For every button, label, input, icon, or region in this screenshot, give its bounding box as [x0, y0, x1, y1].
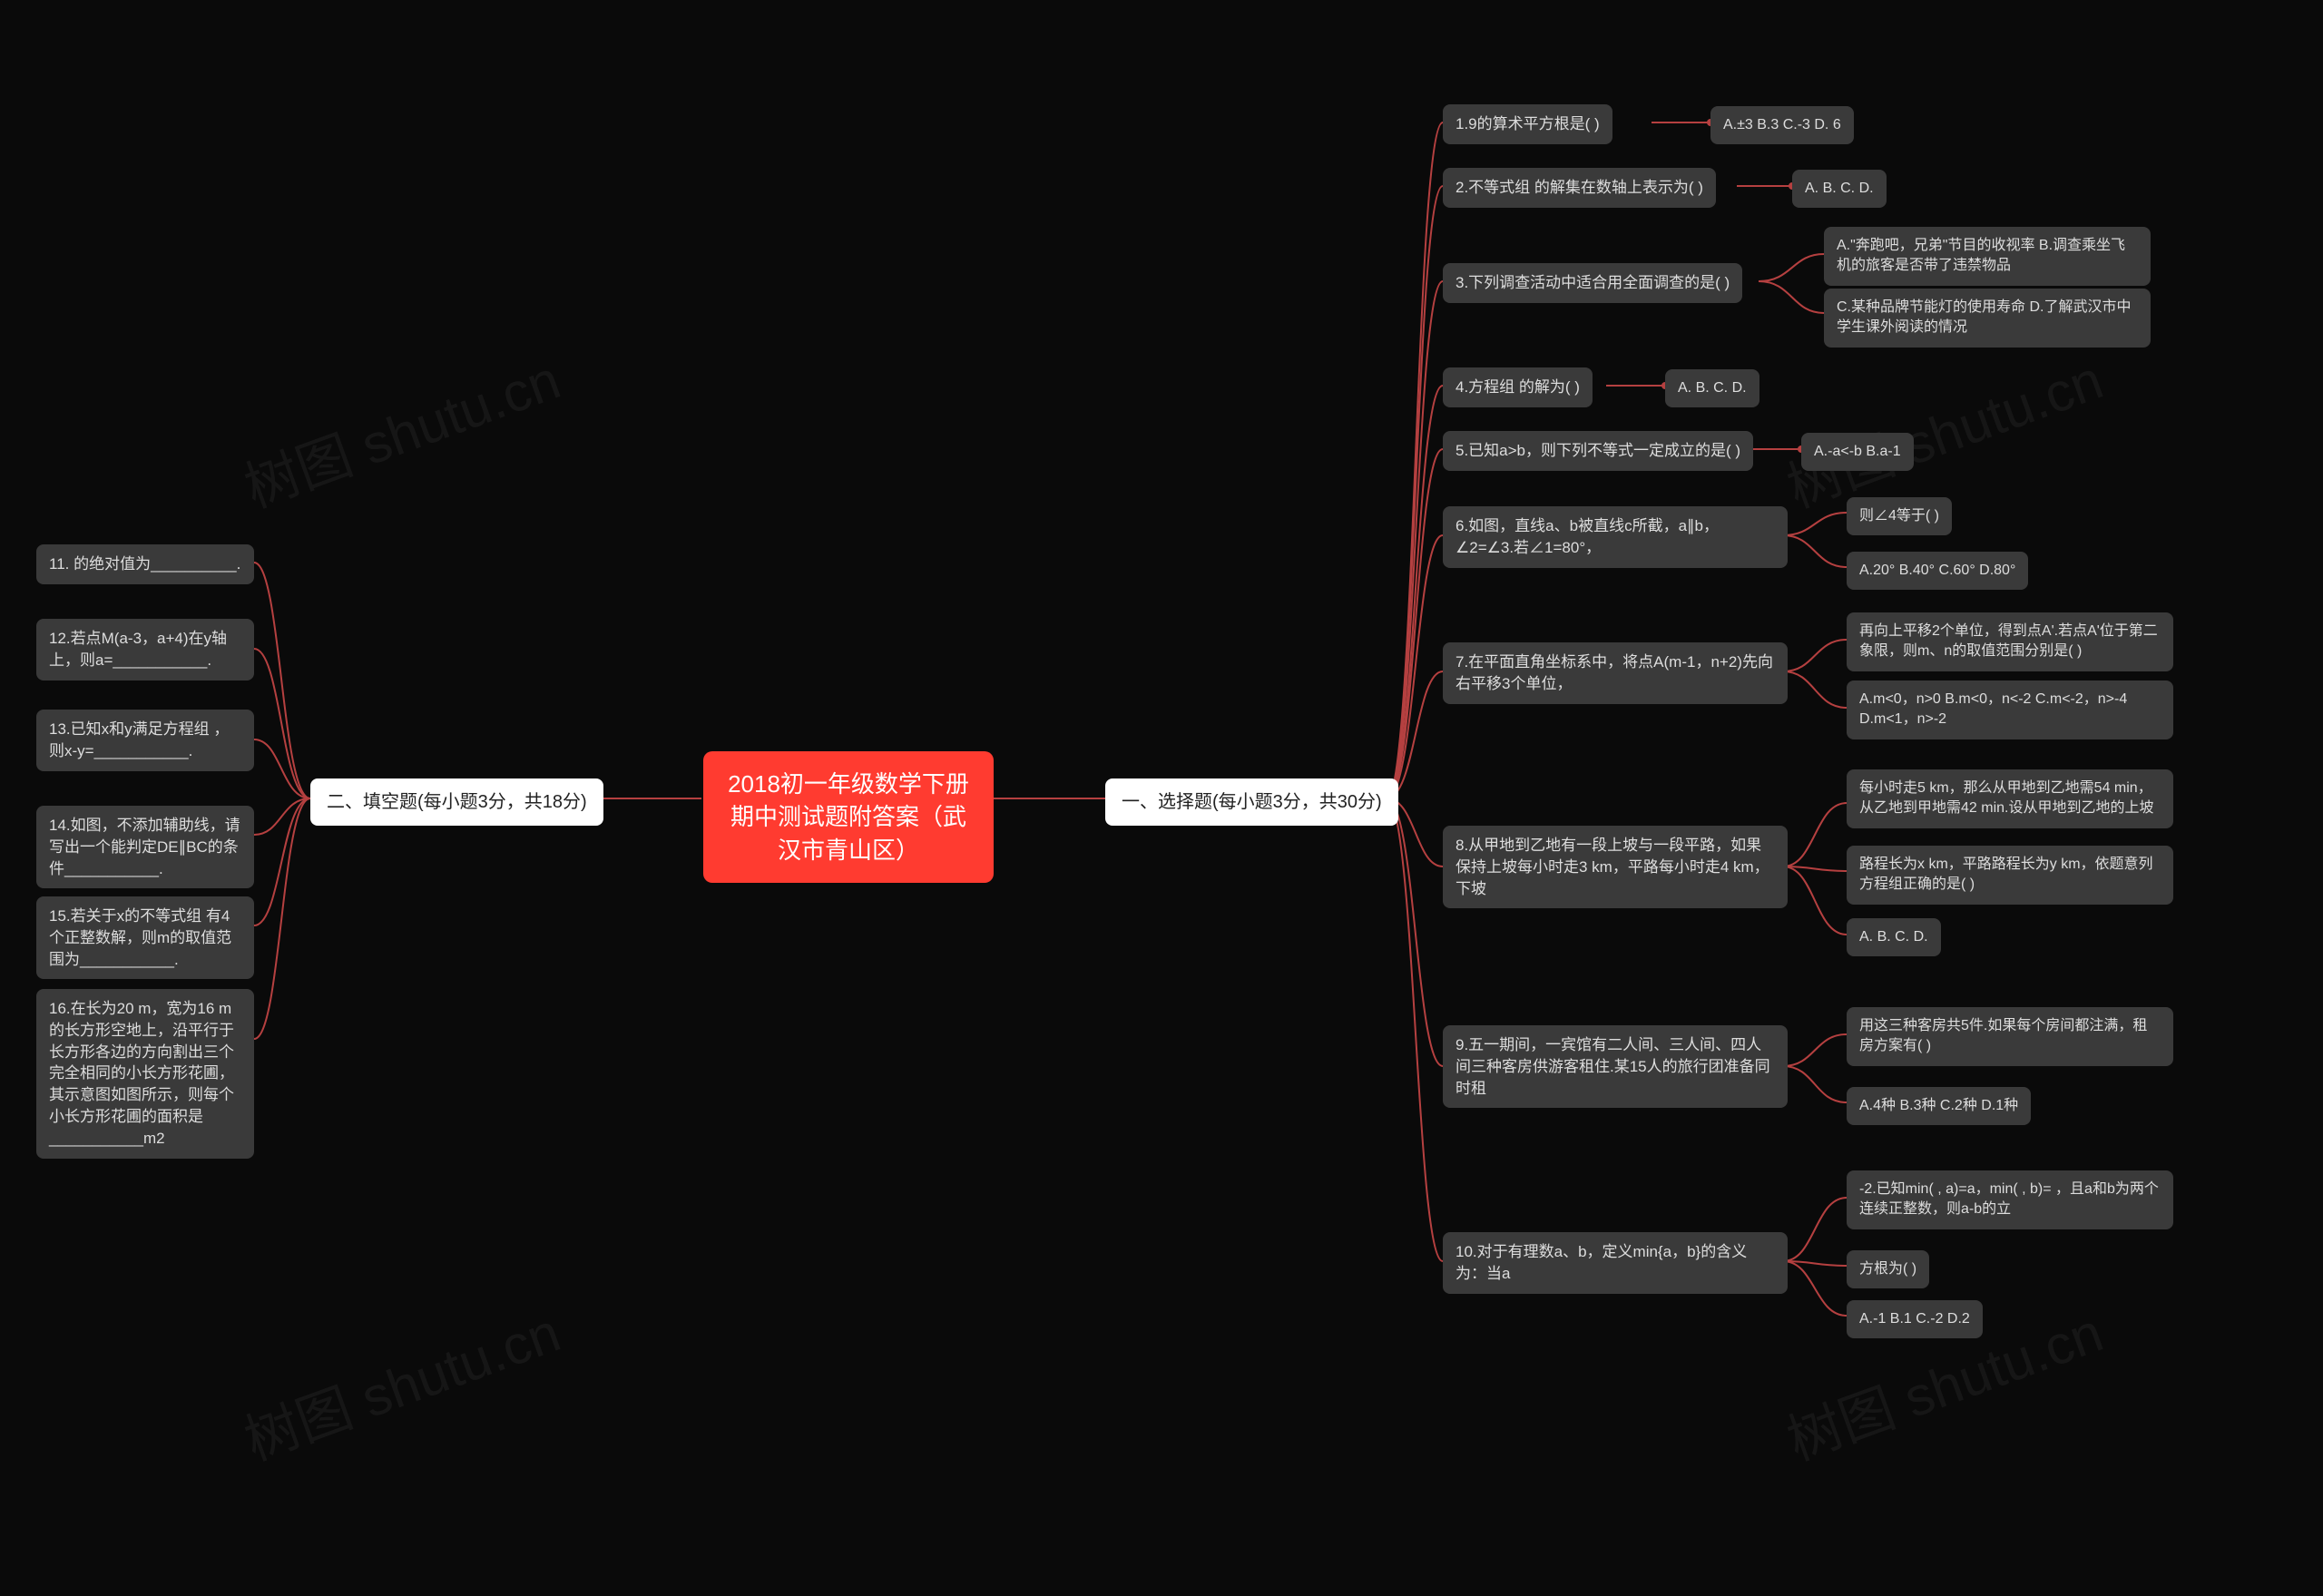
f15[interactable]: 15.若关于x的不等式组 有4个正整数解，则m的取值范围为___________…	[36, 896, 254, 979]
f13[interactable]: 13.已知x和y满足方程组 ，则x-y=___________.	[36, 710, 254, 771]
mindmap-stage: 2018初一年级数学下册期中测试题附答案（武汉市青山区） 一、选择题(每小题3分…	[0, 0, 2323, 1596]
q2-ans: A. B. C. D.	[1792, 170, 1887, 208]
q4-ans: A. B. C. D.	[1665, 369, 1759, 407]
q3-a: A."奔跑吧，兄弟"节目的收视率 B.调查乘坐飞机的旅客是否带了违禁物品	[1824, 227, 2151, 286]
q7[interactable]: 7.在平面直角坐标系中，将点A(m-1，n+2)先向右平移3个单位，	[1443, 642, 1788, 704]
f16[interactable]: 16.在长为20 m，宽为16 m的长方形空地上，沿平行于长方形各边的方向割出三…	[36, 989, 254, 1159]
q7-a: 再向上平移2个单位，得到点A'.若点A'位于第二象限，则m、n的取值范围分别是(…	[1847, 612, 2173, 671]
q10-c: A.-1 B.1 C.-2 D.2	[1847, 1300, 1983, 1338]
q7-b: A.m<0，n>0 B.m<0，n<-2 C.m<-2，n>-4 D.m<1，n…	[1847, 681, 2173, 739]
q8[interactable]: 8.从甲地到乙地有一段上坡与一段平路，如果保持上坡每小时走3 km，平路每小时走…	[1443, 826, 1788, 908]
q6-a: 则∠4等于( )	[1847, 497, 1952, 535]
q8-c: A. B. C. D.	[1847, 918, 1941, 956]
f12[interactable]: 12.若点M(a-3，a+4)在y轴上，则a=___________.	[36, 619, 254, 681]
q10[interactable]: 10.对于有理数a、b，定义min{a，b}的含义为：当a	[1443, 1232, 1788, 1294]
q1[interactable]: 1.9的算术平方根是( )	[1443, 104, 1612, 144]
q9-a: 用这三种客房共5件.如果每个房间都注满，租房方案有( )	[1847, 1007, 2173, 1066]
q10-a: -2.已知min( , a)=a，min( , b)= ，且a和b为两个连续正整…	[1847, 1170, 2173, 1229]
q6[interactable]: 6.如图，直线a、b被直线c所截，a∥b，∠2=∠3.若∠1=80°，	[1443, 506, 1788, 568]
f14[interactable]: 14.如图，不添加辅助线，请写出一个能判定DE∥BC的条件___________…	[36, 806, 254, 888]
section-fill[interactable]: 二、填空题(每小题3分，共18分)	[310, 778, 603, 826]
q9[interactable]: 9.五一期间，一宾馆有二人间、三人间、四人间三种客房供游客租住.某15人的旅行团…	[1443, 1025, 1788, 1108]
root-node[interactable]: 2018初一年级数学下册期中测试题附答案（武汉市青山区）	[703, 751, 994, 883]
q2[interactable]: 2.不等式组 的解集在数轴上表示为( )	[1443, 168, 1716, 208]
f11[interactable]: 11. 的绝对值为__________.	[36, 544, 254, 584]
q9-b: A.4种 B.3种 C.2种 D.1种	[1847, 1087, 2031, 1125]
q5[interactable]: 5.已知a>b，则下列不等式一定成立的是( )	[1443, 431, 1753, 471]
q8-b: 路程长为x km，平路路程长为y km，依题意列方程组正确的是( )	[1847, 846, 2173, 905]
q10-b: 方根为( )	[1847, 1250, 1929, 1288]
section-choice[interactable]: 一、选择题(每小题3分，共30分)	[1105, 778, 1398, 826]
q5-ans: A.-a<-b B.a-1	[1801, 433, 1914, 471]
q8-a: 每小时走5 km，那么从甲地到乙地需54 min，从乙地到甲地需42 min.设…	[1847, 769, 2173, 828]
q1-ans: A.±3 B.3 C.-3 D. 6	[1710, 106, 1854, 144]
q3-b: C.某种品牌节能灯的使用寿命 D.了解武汉市中学生课外阅读的情况	[1824, 289, 2151, 348]
q6-b: A.20° B.40° C.60° D.80°	[1847, 552, 2028, 590]
q3[interactable]: 3.下列调查活动中适合用全面调查的是( )	[1443, 263, 1742, 303]
q4[interactable]: 4.方程组 的解为( )	[1443, 367, 1593, 407]
